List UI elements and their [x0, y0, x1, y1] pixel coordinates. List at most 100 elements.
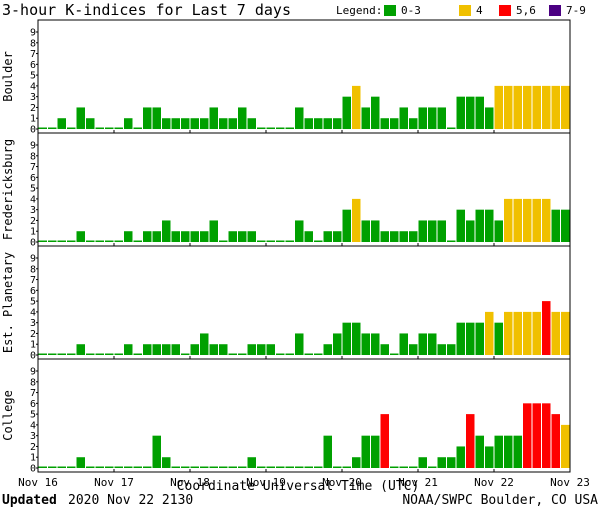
legend-swatch — [499, 5, 511, 16]
y-tick-label: 0 — [30, 464, 36, 475]
k-index-bar — [86, 466, 95, 468]
k-index-bar — [48, 240, 57, 242]
y-tick-label: 4 — [30, 81, 36, 92]
legend-swatch-5-6: 5,6 — [499, 4, 536, 17]
y-tick-label: 5 — [30, 410, 36, 421]
y-tick-label: 9 — [30, 28, 36, 39]
k-index-bar — [247, 231, 256, 242]
k-index-bar — [418, 220, 427, 242]
k-index-bar — [532, 198, 541, 242]
k-index-bar — [228, 353, 237, 355]
k-index-bar — [418, 457, 427, 468]
k-index-bar — [143, 466, 152, 468]
y-tick-label: 7 — [30, 275, 36, 286]
k-index-bar — [143, 231, 152, 242]
k-index-bar — [219, 240, 228, 242]
k-index-bar — [247, 344, 256, 355]
k-index-bar — [323, 118, 332, 129]
x-tick-label: Nov 16 — [18, 476, 58, 489]
y-tick-label: 2 — [30, 103, 36, 114]
x-tick-label: Nov 22 — [474, 476, 514, 489]
k-index-bar — [162, 457, 171, 468]
y-tick-label: 8 — [30, 264, 36, 275]
k-index-bar — [133, 240, 142, 242]
k-index-bar — [456, 446, 465, 468]
k-index-bar — [542, 85, 551, 129]
k-index-bar — [513, 85, 522, 129]
k-index-bar — [114, 466, 123, 468]
k-index-bar — [314, 466, 323, 468]
k-index-bar — [95, 127, 104, 129]
k-index-bar — [485, 311, 494, 355]
k-index-bar — [304, 466, 313, 468]
k-index-bar — [133, 127, 142, 129]
k-index-bar — [200, 333, 209, 355]
k-index-bar — [228, 466, 237, 468]
x-axis-ticks: Nov 16 Nov 17 Nov 18 Nov 19 Nov 20 Nov 21 Nov … — [18, 476, 590, 489]
k-index-bar — [399, 107, 408, 129]
k-index-bar — [494, 322, 503, 355]
x-tick-label: Nov 19 — [246, 476, 286, 489]
k-index-bar — [114, 353, 123, 355]
k-index-bar — [200, 466, 209, 468]
k-index-bar — [361, 333, 370, 355]
k-index-bar — [314, 353, 323, 355]
panel-station-label: Boulder — [1, 51, 15, 102]
y-tick-label: 1 — [30, 340, 36, 351]
y-tick-label: 9 — [30, 254, 36, 265]
legend-item-label: 7-9 — [566, 4, 586, 17]
k-index-bar — [152, 107, 161, 129]
k-index-bar — [447, 127, 456, 129]
k-index-bar — [456, 96, 465, 129]
k-index-bar — [333, 466, 342, 468]
k-index-bar — [466, 414, 475, 468]
chart-title: 3-hour K-indices for Last 7 days — [2, 1, 291, 19]
k-index-bar — [247, 118, 256, 129]
k-index-bar — [181, 231, 190, 242]
k-index-bar — [323, 344, 332, 355]
k-index-bar — [257, 127, 266, 129]
k-index-bar — [542, 403, 551, 468]
k-index-bar — [561, 209, 570, 242]
panel-station-label: College — [1, 390, 15, 441]
k-index-bar — [475, 322, 484, 355]
k-index-bar — [352, 85, 361, 129]
k-index-bar — [561, 85, 570, 129]
panel-station-label: Fredericksburg — [1, 139, 15, 240]
legend-item-label: 5,6 — [516, 4, 536, 17]
k-index-bar — [67, 127, 76, 129]
y-tick-label: 4 — [30, 307, 36, 318]
x-tick-label: Nov 21 — [398, 476, 438, 489]
k-index-bar — [447, 457, 456, 468]
k-index-bar — [133, 466, 142, 468]
y-tick-label: 9 — [30, 367, 36, 378]
legend-swatch-7-9: 7-9 — [549, 4, 586, 17]
legend-label: Legend: — [336, 4, 382, 17]
k-index-bar — [390, 118, 399, 129]
k-index-bar — [523, 403, 532, 468]
y-tick-label: 5 — [30, 297, 36, 308]
k-index-bar — [266, 127, 275, 129]
k-index-bar — [447, 344, 456, 355]
k-index-bar — [171, 466, 180, 468]
k-index-bar — [133, 353, 142, 355]
k-index-bar — [285, 353, 294, 355]
k-index-bar — [399, 466, 408, 468]
k-index-bar — [390, 466, 399, 468]
k-index-bar — [124, 118, 133, 129]
k-index-bar — [437, 107, 446, 129]
k-index-bar — [323, 231, 332, 242]
k-index-bar — [57, 240, 66, 242]
k-index-bar — [475, 209, 484, 242]
k-index-bar — [171, 118, 180, 129]
k-index-bar — [295, 107, 304, 129]
k-index-bar — [162, 344, 171, 355]
y-tick-label: 3 — [30, 205, 36, 216]
k-index-bar — [466, 220, 475, 242]
k-index-bar — [162, 118, 171, 129]
k-index-bar — [143, 344, 152, 355]
k-index-bar — [95, 466, 104, 468]
